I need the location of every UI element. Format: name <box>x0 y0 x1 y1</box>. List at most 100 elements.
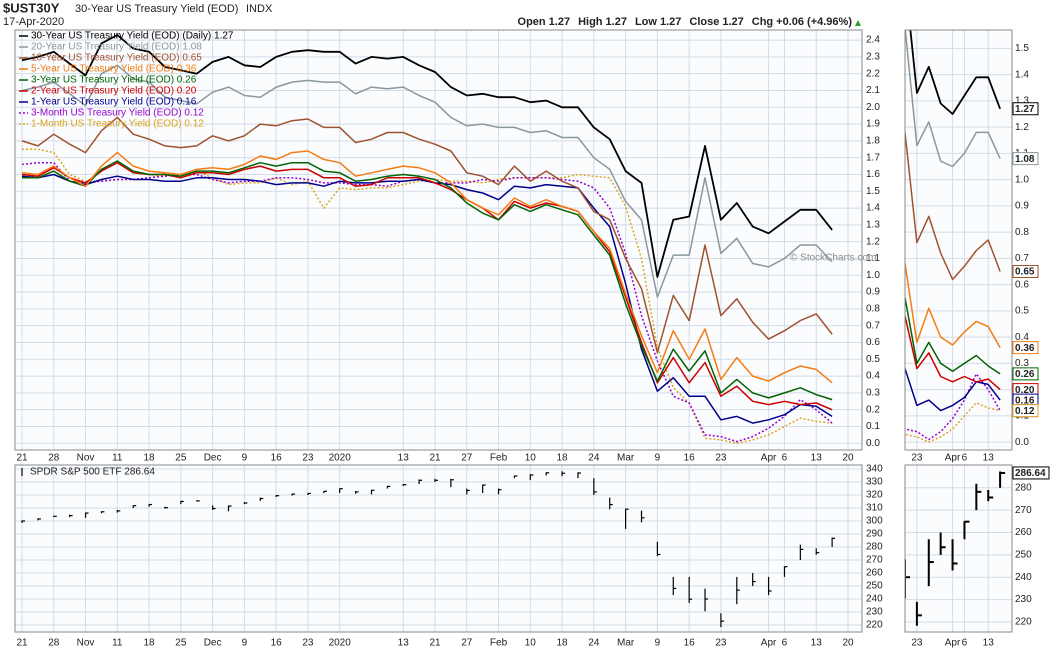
y-tick-label: 330 <box>866 477 883 488</box>
series-line <box>21 173 833 424</box>
x-tick-label: 27 <box>461 453 473 464</box>
y-tick-label: 1.6 <box>866 169 880 180</box>
y-tick-label: 2.3 <box>866 52 880 63</box>
x-tick-label: 23 <box>302 453 314 464</box>
y-tick-label: 0.9 <box>1015 201 1029 212</box>
y-tick-label: 2.0 <box>866 102 880 113</box>
instrument-name: 30-Year US Treasury Yield (EOD) <box>75 3 238 15</box>
y-tick-label: 0.2 <box>866 404 880 415</box>
y-tick-label: 1.1 <box>866 253 880 264</box>
x-tick-label: 2020 <box>329 453 352 464</box>
y-tick-label: 0.4 <box>866 371 880 382</box>
x-tick-label: 2020 <box>329 638 352 649</box>
change-arrow <box>855 20 861 26</box>
value-label: 0.16 <box>1015 395 1035 406</box>
x-tick-label: 9 <box>242 453 248 464</box>
y-tick-label: 260 <box>866 568 883 579</box>
x-tick-label: 21 <box>16 453 28 464</box>
y-tick-label: 0.8 <box>866 304 880 315</box>
x-tick-label: 16 <box>271 638 283 649</box>
series-line <box>21 64 833 298</box>
quote-label: Open <box>518 16 546 28</box>
x-tick-label: Apr <box>945 453 961 464</box>
x-tick-label: 18 <box>557 453 569 464</box>
y-tick-label: 1.9 <box>866 119 880 130</box>
y-tick-label: 0.1 <box>866 421 880 432</box>
y-tick-label: 240 <box>1015 572 1032 583</box>
y-tick-label: 320 <box>866 490 883 501</box>
x-tick-label: 21 <box>429 453 441 464</box>
y-tick-label: 1.0 <box>866 270 880 281</box>
y-tick-label: 1.7 <box>866 152 880 163</box>
legend-label: 3-Month US Treasury Yield (EOD) 0.12 <box>31 108 204 119</box>
x-tick-label: 18 <box>557 638 569 649</box>
y-tick-label: 0.3 <box>866 388 880 399</box>
plot-area <box>905 465 1012 632</box>
quote-value: 1.27 <box>722 16 743 28</box>
series-line <box>22 160 833 401</box>
x-tick-label: 13 <box>983 638 995 649</box>
x-tick-label: 6 <box>782 638 788 649</box>
x-tick-label: Apr <box>761 453 777 464</box>
x-tick-label: 25 <box>175 638 187 649</box>
y-tick-label: 250 <box>1015 550 1032 561</box>
exchange: INDX <box>246 3 273 15</box>
value-label: 0.20 <box>1015 385 1035 396</box>
x-tick-label: 18 <box>144 453 156 464</box>
plot-border <box>14 464 863 633</box>
plot-data <box>21 34 833 445</box>
y-tick-label: 310 <box>866 503 883 514</box>
y-tick-label: 0.6 <box>866 337 880 348</box>
x-tick-label: Dec <box>204 453 222 464</box>
x-tick-label: 24 <box>588 638 600 649</box>
plot-border <box>904 464 1013 633</box>
x-tick-label: Apr <box>945 638 961 649</box>
value-label-box <box>1012 152 1039 166</box>
y-tick-label: 240 <box>866 594 883 605</box>
y-tick-label: 0.0 <box>866 438 880 449</box>
value-label: 0.36 <box>1015 343 1035 354</box>
series-line <box>22 148 833 445</box>
x-tick-label: 25 <box>175 453 187 464</box>
x-tick-label: 23 <box>715 453 727 464</box>
x-tick-label: 13 <box>983 453 995 464</box>
value-label: 1.08 <box>1015 154 1035 165</box>
x-tick-label: 10 <box>525 453 537 464</box>
y-tick-label: 0.7 <box>866 320 880 331</box>
y-tick-label: 280 <box>866 542 883 553</box>
value-label-box <box>1012 367 1039 381</box>
quote-label: Close <box>689 16 719 28</box>
x-tick-label: 13 <box>811 453 823 464</box>
y-tick-label: 0.8 <box>1015 227 1029 238</box>
x-tick-label: Nov <box>77 638 95 649</box>
legend-label: 1-Month US Treasury Yield (EOD) 0.12 <box>31 119 204 130</box>
legend-label: 20-Year US Treasury Yield (EOD) 1.08 <box>31 42 202 53</box>
x-tick-label: 23 <box>911 638 923 649</box>
series-line <box>21 34 833 278</box>
x-tick-label: 20 <box>842 638 854 649</box>
plot-area <box>15 465 862 632</box>
x-tick-label: Feb <box>490 638 508 649</box>
plot-border <box>14 29 863 451</box>
y-tick-label: 2.4 <box>866 35 880 46</box>
y-tick-label: 0.7 <box>1015 253 1029 264</box>
x-tick-label: 6 <box>782 453 788 464</box>
y-tick-label: 220 <box>866 620 883 631</box>
x-tick-label: 21 <box>429 638 441 649</box>
y-tick-label: 0.5 <box>1015 306 1029 317</box>
x-tick-label: Mar <box>617 453 635 464</box>
plot-area <box>905 30 1012 450</box>
quote-value: +0.06 (+4.96%) <box>776 16 852 28</box>
y-tick-label: 260 <box>1015 527 1032 538</box>
x-tick-label: 20 <box>842 453 854 464</box>
quote-value: 1.27 <box>549 16 570 28</box>
y-tick-label: 290 <box>866 529 883 540</box>
y-tick-label: 340 <box>866 464 883 475</box>
x-tick-label: 6 <box>962 638 968 649</box>
credit: © StockCharts.com <box>790 253 876 264</box>
x-tick-label: 6 <box>962 453 968 464</box>
x-tick-label: 13 <box>398 638 410 649</box>
x-tick-label: 23 <box>302 638 314 649</box>
legend-label: 3-Year US Treasury Yield (EOD) 0.26 <box>31 75 197 86</box>
